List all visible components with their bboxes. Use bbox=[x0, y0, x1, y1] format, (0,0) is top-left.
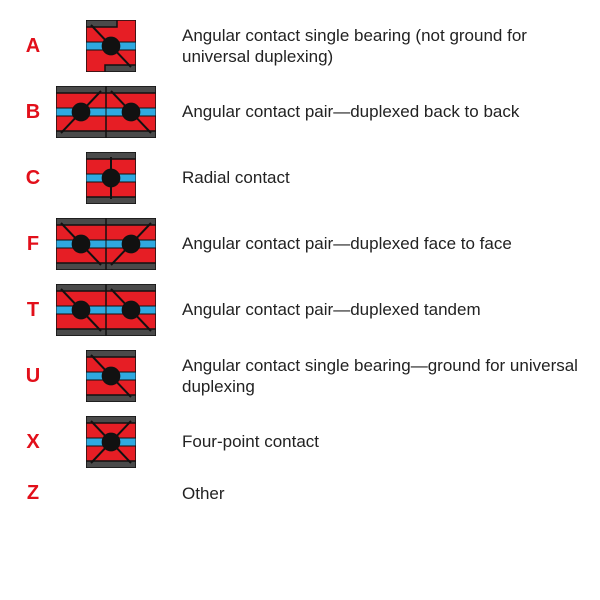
bearing-icon bbox=[56, 86, 176, 138]
bearing-icon bbox=[56, 20, 176, 72]
bearing-type-row: Z Other bbox=[10, 482, 580, 505]
bearing-icon bbox=[56, 284, 176, 336]
bearing-code: F bbox=[10, 233, 56, 256]
bearing-code: T bbox=[10, 299, 56, 322]
bearing-type-row: B Angular contact pair—duplexed back to … bbox=[10, 86, 580, 138]
bearing-code: U bbox=[10, 365, 56, 388]
bearing-type-row: A Angular contact single bearing (not gr… bbox=[10, 20, 580, 72]
bearing-code: B bbox=[10, 101, 56, 124]
bearing-description: Angular contact pair—duplexed back to ba… bbox=[176, 101, 580, 122]
bearing-description: Four-point contact bbox=[176, 431, 580, 452]
bearing-type-row: C Radial contact bbox=[10, 152, 580, 204]
bearing-type-row: T Angular contact pair—duplexed tandem bbox=[10, 284, 580, 336]
bearing-code: Z bbox=[10, 482, 56, 505]
bearing-icon bbox=[56, 152, 176, 204]
bearing-type-row: U Angular contact single bearing—ground … bbox=[10, 350, 580, 402]
bearing-description: Other bbox=[176, 483, 580, 504]
bearing-code: A bbox=[10, 35, 56, 58]
bearing-code: C bbox=[10, 167, 56, 190]
bearing-description: Angular contact single bearing—ground fo… bbox=[176, 355, 580, 398]
bearing-type-row: X Four-point contact bbox=[10, 416, 580, 468]
bearing-description: Angular contact pair—duplexed face to fa… bbox=[176, 233, 580, 254]
bearing-icon bbox=[56, 416, 176, 468]
bearing-description: Angular contact single bearing (not grou… bbox=[176, 25, 580, 68]
bearing-description: Radial contact bbox=[176, 167, 580, 188]
bearing-type-row: F Angular contact pair—duplexed face to … bbox=[10, 218, 580, 270]
bearing-code: X bbox=[10, 431, 56, 454]
bearing-icon bbox=[56, 350, 176, 402]
bearing-icon bbox=[56, 218, 176, 270]
bearing-description: Angular contact pair—duplexed tandem bbox=[176, 299, 580, 320]
